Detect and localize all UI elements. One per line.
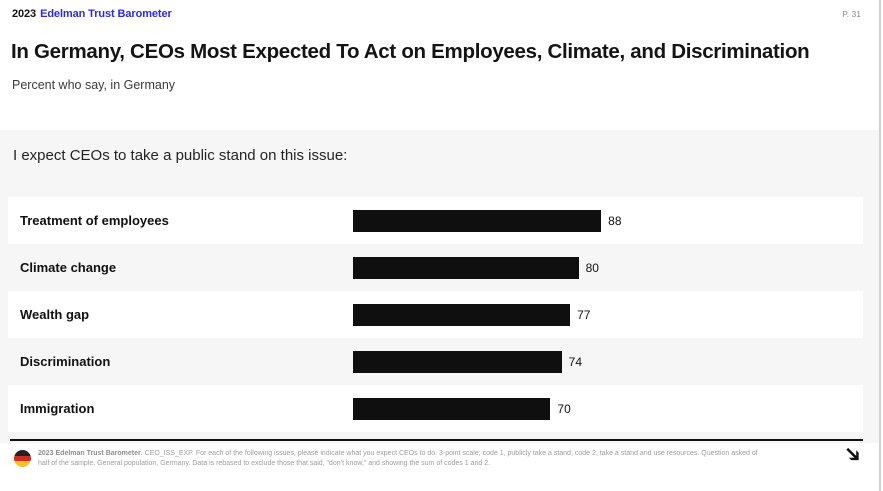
chart-row: Climate change 80 (8, 244, 863, 291)
bar-value: 74 (568, 354, 583, 369)
bar (353, 397, 551, 420)
bar (353, 303, 571, 326)
bar-value: 77 (577, 307, 591, 322)
source-footnote: 2023 Edelman Trust Barometer. CEO_ISS_EX… (38, 449, 766, 468)
bar-label: Discrimination (20, 354, 111, 369)
bar-value: 88 (608, 213, 622, 228)
report-logo: 2023 Edelman Trust Barometer (12, 8, 172, 20)
chart-row: Discrimination 74 (8, 338, 863, 385)
window-right-edge (879, 0, 881, 491)
source-footnote-rest: . CEO_ISS_EXP. For each of the following… (38, 450, 758, 467)
germany-flag-icon (14, 450, 31, 467)
bar-label: Climate change (20, 260, 117, 275)
chart-question: I expect CEOs to take a public stand on … (13, 147, 348, 164)
bar (353, 256, 579, 279)
chart-row: Treatment of employees 88 (8, 197, 863, 244)
footer-divider (10, 439, 863, 441)
bar (353, 350, 562, 373)
next-slide-arrow-icon[interactable]: ➔ (836, 439, 868, 471)
bar-value: 70 (557, 401, 571, 416)
bar-label: Treatment of employees (20, 213, 169, 228)
bar (353, 209, 602, 232)
slide-subtitle: Percent who say, in Germany (12, 78, 176, 92)
chart-row: Wealth gap 77 (8, 291, 863, 338)
bar-label: Immigration (20, 401, 95, 416)
page-number: P. 31 (842, 9, 861, 19)
bar-chart: Treatment of employees 88 Climate change 80… (8, 197, 863, 432)
report-year: 2023 (12, 8, 37, 20)
slide-title: In Germany, CEOs Most Expected To Act on… (11, 40, 810, 63)
chart-row: Immigration 70 (8, 385, 863, 432)
bar-label: Wealth gap (20, 307, 90, 322)
bar-value: 80 (585, 260, 599, 275)
report-brand: Edelman Trust Barometer (40, 8, 172, 20)
source-footnote-bold: 2023 Edelman Trust Barometer (38, 450, 141, 457)
